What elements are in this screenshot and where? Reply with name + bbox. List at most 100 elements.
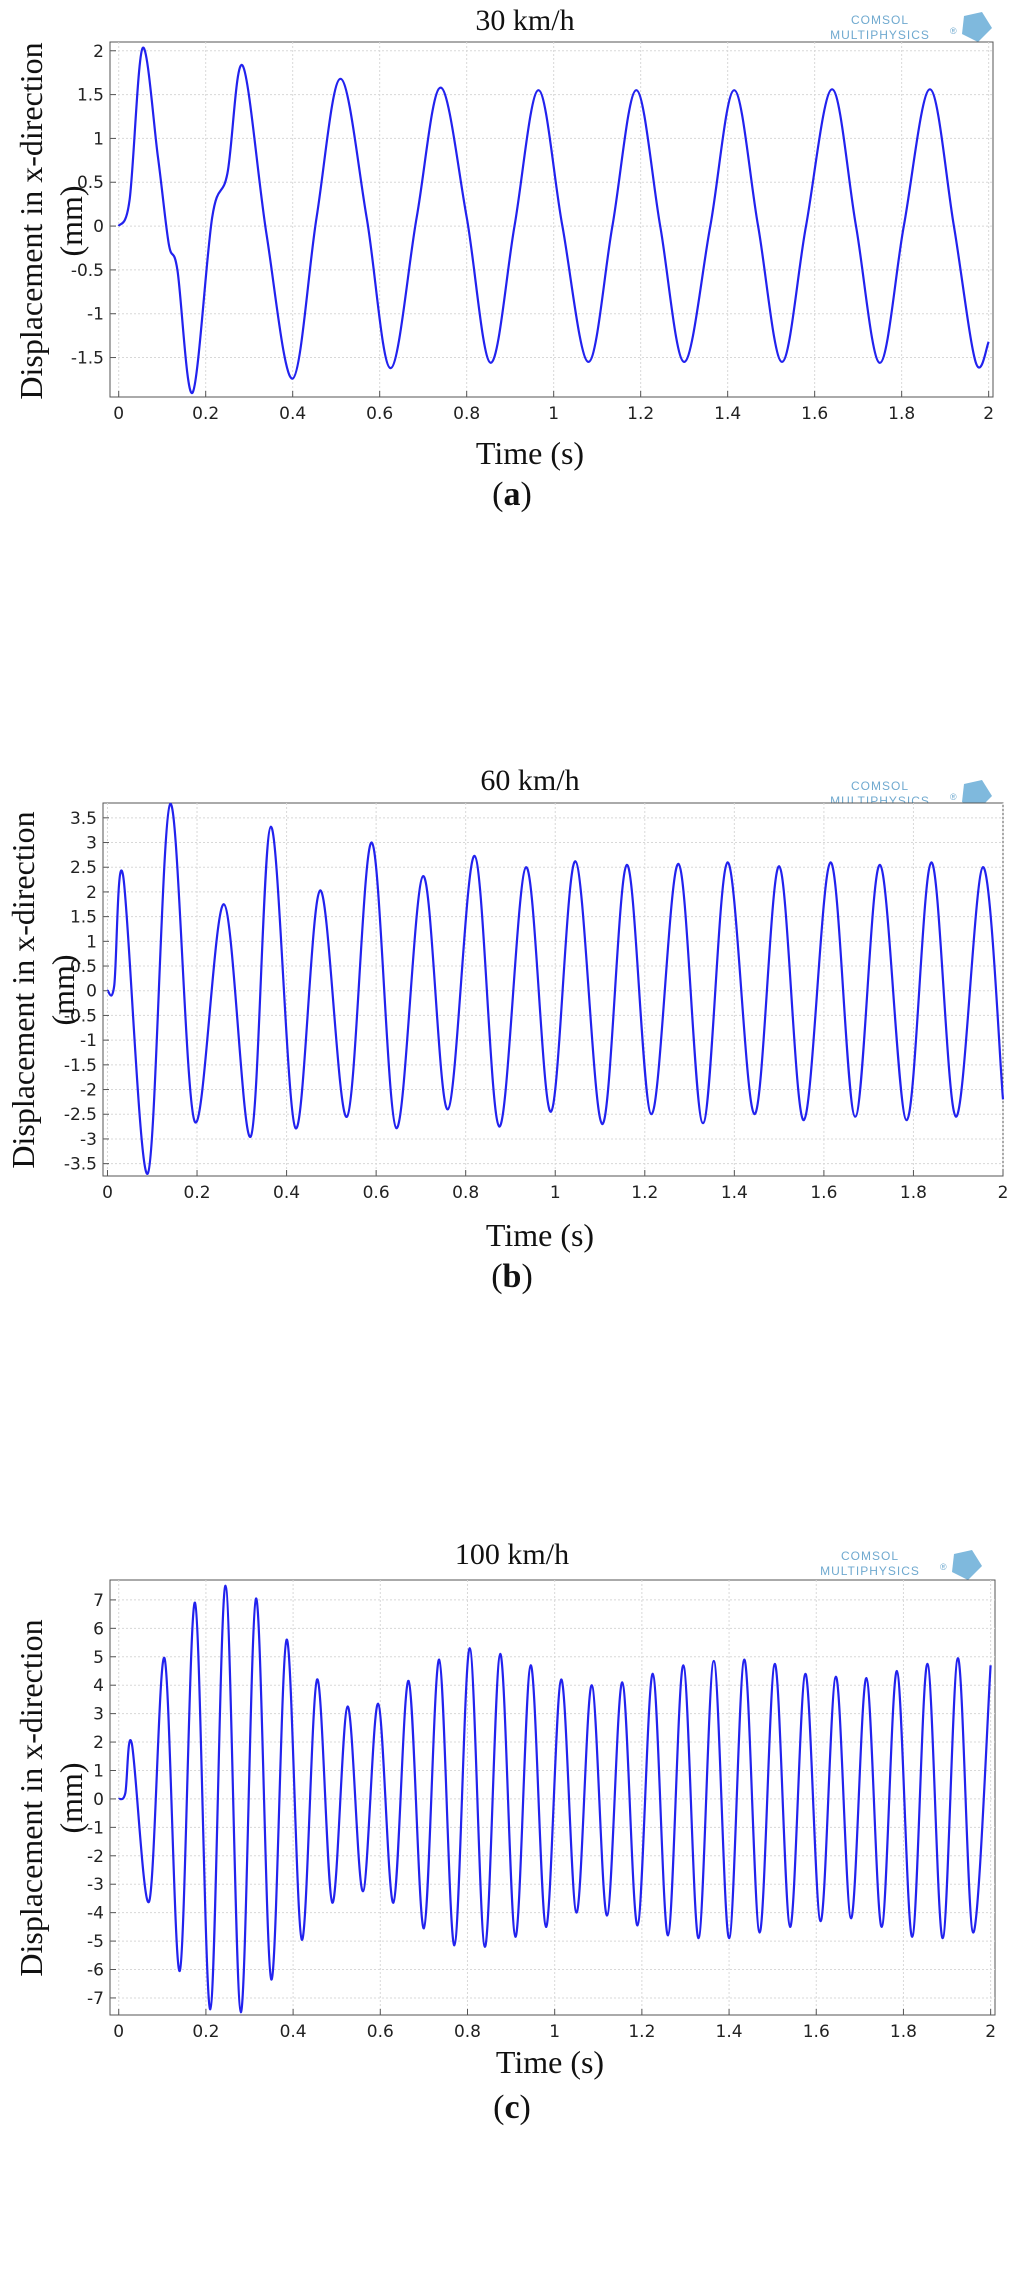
x-tick-label: 1.2 [627, 404, 654, 424]
y-tick-label: 4 [93, 1676, 104, 1696]
x-tick-label: 1 [548, 404, 559, 424]
logo-registered-mark: ® [950, 792, 958, 802]
x-ticks-b: 0 0.2 0.4 0.6 0.8 1 1.2 1.4 1.6 1.8 2 [102, 1170, 1008, 1203]
x-tick-label: 1.6 [810, 1183, 837, 1203]
logo-text-line2: MULTIPHYSICS [830, 28, 930, 42]
y-axis-label-line2: (mm) [53, 1762, 89, 1833]
y-tick-label: -1.5 [71, 349, 104, 369]
y-tick-label: -5 [87, 1932, 104, 1952]
y-tick-label: 2.5 [70, 858, 97, 878]
y-tick-label: -1 [80, 1031, 97, 1051]
x-tick-label: 0.2 [184, 1183, 211, 1203]
x-ticks-a: 0 0.2 0.4 0.6 0.8 1 1.2 1.4 1.6 1.8 2 [113, 391, 994, 424]
grid-a [110, 42, 993, 397]
x-tick-label: 0 [113, 2022, 124, 2042]
plot-area-c [109, 1579, 996, 2016]
x-tick-label: 0.2 [192, 2022, 219, 2042]
logo-text-line2: MULTIPHYSICS [820, 1564, 920, 1578]
x-tick-label: 0.8 [453, 404, 480, 424]
x-axis-label-a: Time (s) [476, 435, 584, 471]
y-ticks-c: -7 -6 -5 -4 -3 -2 -1 0 1 2 3 4 5 6 7 [87, 1591, 116, 2009]
chart-a-title: 30 km/h [475, 4, 574, 37]
logo-text-line1: COMSOL [851, 779, 909, 793]
y-tick-label: -1 [87, 305, 104, 325]
grid-b [103, 803, 1004, 1176]
comsol-logo: COMSOL MULTIPHYSICS ® [830, 12, 992, 42]
y-ticks-a: -1.5 -1 -0.5 0 0.5 1 1.5 2 [71, 42, 116, 369]
x-tick-label: 1.4 [716, 2022, 743, 2042]
y-tick-label: -3 [80, 1130, 97, 1150]
x-tick-label: 1 [549, 2022, 560, 2042]
y-tick-label: 1.5 [70, 908, 97, 928]
x-tick-label: 1 [550, 1183, 561, 1203]
y-tick-label: 7 [93, 1591, 104, 1611]
chart-c-svg: 100 km/h COMSOL MULTIPHYSICS ® -7-6-5-4-… [13, 1538, 996, 2126]
y-tick-label: 2 [93, 1733, 104, 1753]
y-axis-label-b: Displacement in x-direction (mm) [5, 811, 81, 1168]
y-tick-label: 5 [93, 1648, 104, 1668]
chart-panel-b: 60 km/h COMSOL MULTIPHYSICS ® -3.5 -3 -2.5… [0, 740, 1024, 1500]
y-tick-label: 1.5 [77, 86, 104, 106]
chart-b-title: 60 km/h [480, 764, 579, 797]
y-tick-label: 1 [93, 129, 104, 149]
caption-b: (b) [491, 1258, 533, 1295]
logo-registered-mark: ® [950, 26, 958, 36]
x-tick-label: 0.6 [363, 1183, 390, 1203]
y-tick-label: 2 [86, 883, 97, 903]
y-axis-label-line1: Displacement in x-direction [13, 1619, 49, 1976]
x-tick-label: 0.6 [366, 404, 393, 424]
chart-a-svg: 30 km/h COMSOL MULTIPHYSICS ® -1.5 -1 -0.5… [13, 4, 994, 513]
caption-c: (c) [493, 2089, 531, 2126]
y-tick-label: 2 [93, 42, 104, 62]
x-tick-label: 0.4 [280, 2022, 307, 2042]
x-tick-label: 0.8 [452, 1183, 479, 1203]
y-tick-label: -1 [87, 1818, 104, 1838]
y-tick-label: 1 [86, 932, 97, 952]
x-ticks-c: 0 0.2 0.4 0.6 0.8 1 1.2 1.4 1.6 1.8 2 [113, 2009, 996, 2042]
y-tick-label: 0.5 [70, 957, 97, 977]
x-tick-label: 1.8 [900, 1183, 927, 1203]
x-tick-label: 1.8 [888, 404, 915, 424]
series-line-a [117, 46, 990, 394]
y-tick-label: 1 [93, 1761, 104, 1781]
y-tick-label: 0 [93, 1790, 104, 1810]
y-tick-label: 3 [93, 1705, 104, 1725]
x-tick-label: 0 [102, 1183, 113, 1203]
y-tick-label: -3.5 [64, 1155, 97, 1175]
chart-panel-c: 100 km/h COMSOL MULTIPHYSICS ® -7 -6 -5 -4-… [0, 1500, 1024, 2278]
y-tick-label: -2 [87, 1847, 104, 1867]
logo-text-line1: COMSOL [851, 13, 909, 27]
x-tick-label: 0 [113, 404, 124, 424]
x-tick-label: 1.4 [721, 1183, 748, 1203]
y-tick-label: -3 [87, 1875, 104, 1895]
y-axis-label-c: Displacement in x-direction (mm) [13, 1619, 89, 1976]
x-tick-label: 2 [998, 1183, 1009, 1203]
plot-area-a [109, 41, 994, 398]
chart-panel-a: 30 km/h COMSOL MULTIPHYSICS ® -1.5 -1 -0.5… [0, 0, 1024, 740]
x-tick-label: 1.4 [714, 404, 741, 424]
comsol-logo: COMSOL MULTIPHYSICS ® [820, 1549, 982, 1580]
x-tick-label: 2 [985, 2022, 996, 2042]
x-tick-label: 0.2 [192, 404, 219, 424]
x-tick-label: 2 [983, 404, 994, 424]
y-axis-label-a: Displacement in x-direction (mm) [13, 42, 89, 399]
y-tick-label: 6 [93, 1619, 104, 1639]
y-tick-label: -7 [87, 1989, 104, 2009]
series-line-c [118, 1584, 992, 2014]
y-tick-label: 0 [86, 982, 97, 1002]
x-axis-label-c: Time (s) [496, 2044, 604, 2080]
y-tick-label: -2.5 [64, 1105, 97, 1125]
x-tick-label: 1.8 [890, 2022, 917, 2042]
y-tick-label: -4 [87, 1904, 104, 1924]
x-tick-label: 0.4 [279, 404, 306, 424]
logo-registered-mark: ® [940, 1562, 948, 1572]
x-tick-label: 1.6 [801, 404, 828, 424]
x-tick-label: 0.6 [367, 2022, 394, 2042]
y-tick-label: 3.5 [70, 809, 97, 829]
y-axis-label-line2: (mm) [53, 185, 89, 256]
y-ticks-b: -3.5 -3 -2.5 -2 -1.5 -1 -0.5 0 0.5 1 1.5 2 2.5 3 3.5 [64, 809, 109, 1175]
x-tick-label: 0.8 [454, 2022, 481, 2042]
x-tick-label: 0.4 [273, 1183, 300, 1203]
series-line-b [106, 802, 1005, 1175]
x-axis-label-b: Time (s) [486, 1217, 594, 1253]
